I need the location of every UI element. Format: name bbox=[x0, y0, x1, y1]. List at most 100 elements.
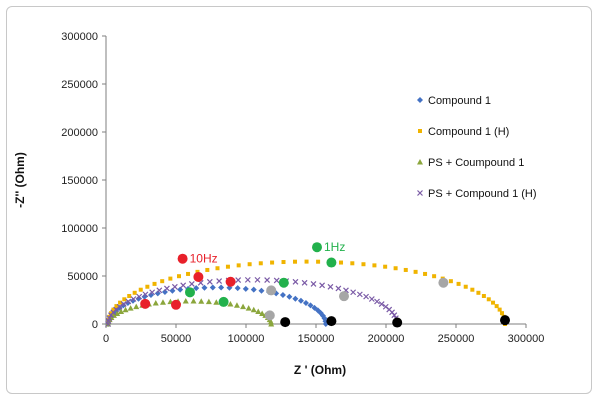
series-point bbox=[378, 301, 385, 308]
series-point bbox=[281, 260, 286, 265]
series-point bbox=[198, 298, 205, 304]
series-point bbox=[132, 290, 137, 295]
series-point bbox=[152, 300, 159, 306]
series-point bbox=[476, 290, 481, 295]
y-tick-label: 50000 bbox=[67, 271, 98, 283]
x-tick-label: 200000 bbox=[368, 333, 405, 345]
series-point bbox=[215, 266, 220, 271]
series-point bbox=[177, 286, 184, 293]
series-point bbox=[201, 284, 208, 291]
series-point bbox=[245, 305, 252, 311]
series-point bbox=[494, 304, 499, 309]
series-point bbox=[136, 293, 143, 300]
series-point bbox=[486, 297, 491, 302]
series-point bbox=[497, 307, 502, 312]
legend-label: PS + Compound 1 (H) bbox=[428, 188, 537, 200]
series-point bbox=[186, 271, 191, 276]
series-point bbox=[225, 264, 230, 269]
series-point bbox=[456, 281, 461, 286]
series-point bbox=[120, 301, 127, 308]
series-point bbox=[188, 281, 195, 287]
highlight-point bbox=[339, 291, 349, 302]
series-point bbox=[350, 261, 355, 266]
highlight-point bbox=[278, 277, 289, 288]
series-point bbox=[374, 298, 380, 305]
series-point bbox=[111, 307, 116, 312]
axes: 0 50000 100000 150000 200000 250000 300000 0 500… bbox=[61, 31, 544, 345]
series-point bbox=[218, 284, 225, 291]
series-point bbox=[168, 276, 173, 281]
series-point bbox=[106, 315, 113, 322]
y-tick-label: 150000 bbox=[61, 175, 98, 187]
x-axis-title: Z ' (Ohm) bbox=[294, 363, 346, 377]
legend-marker bbox=[417, 159, 423, 165]
series-point bbox=[361, 262, 366, 267]
series-point bbox=[118, 308, 125, 315]
series-point bbox=[234, 285, 241, 292]
series-point bbox=[124, 300, 131, 307]
series-point bbox=[149, 289, 156, 296]
series-point bbox=[176, 274, 181, 279]
series-point bbox=[302, 300, 309, 307]
series-point bbox=[255, 308, 262, 315]
series-3 bbox=[105, 297, 275, 327]
series-point bbox=[206, 278, 213, 285]
series-point bbox=[316, 259, 321, 264]
series-point bbox=[372, 263, 377, 268]
series-point bbox=[264, 277, 271, 283]
series-point bbox=[267, 318, 274, 325]
annotation-label: 10Hz bbox=[190, 252, 218, 266]
series-point bbox=[193, 285, 200, 292]
series-point bbox=[273, 277, 280, 284]
series-point bbox=[180, 282, 187, 289]
series-point bbox=[205, 267, 210, 272]
series-point bbox=[240, 303, 247, 310]
y-axis-title: -Z'' (Ohm) bbox=[13, 152, 27, 208]
series-point bbox=[304, 259, 309, 264]
y-tick-label: 250000 bbox=[61, 79, 98, 91]
series-point bbox=[279, 291, 286, 298]
series-1 bbox=[105, 284, 329, 327]
highlight-point bbox=[326, 316, 337, 327]
series-point bbox=[258, 287, 265, 294]
series-point bbox=[130, 296, 137, 302]
series-point bbox=[171, 283, 178, 290]
series-point bbox=[350, 289, 357, 296]
series-point bbox=[363, 293, 370, 300]
legend-marker bbox=[417, 97, 423, 103]
y-tick-label: 0 bbox=[92, 319, 98, 331]
series-point bbox=[114, 304, 119, 309]
legend-label: Compound 1 bbox=[428, 95, 491, 107]
series-point bbox=[356, 291, 363, 298]
series-point bbox=[403, 267, 408, 272]
series-point bbox=[152, 281, 157, 286]
highlight-group bbox=[140, 271, 236, 310]
y-tick-label: 200000 bbox=[61, 127, 98, 139]
series-point bbox=[335, 285, 342, 292]
highlight-points bbox=[140, 257, 510, 328]
series-point bbox=[307, 302, 314, 309]
highlight-point bbox=[264, 310, 275, 321]
series-point bbox=[205, 298, 212, 305]
y-tick-label: 300000 bbox=[61, 31, 98, 43]
series-point bbox=[125, 298, 132, 305]
highlight-group bbox=[264, 277, 449, 321]
series-point bbox=[268, 321, 275, 327]
series-point bbox=[209, 284, 216, 291]
highlight-point bbox=[438, 277, 449, 288]
series-point bbox=[235, 277, 242, 283]
series-point bbox=[448, 279, 453, 284]
series-point bbox=[383, 264, 388, 269]
series-point bbox=[259, 310, 266, 316]
series-point bbox=[481, 293, 486, 298]
series-point bbox=[368, 296, 375, 302]
series-point bbox=[297, 297, 304, 304]
series-point bbox=[258, 261, 263, 266]
series-point bbox=[190, 297, 197, 304]
series-point bbox=[156, 287, 163, 294]
legend: Compound 1 Compound 1 (H) PS + Coumpound 1… bbox=[417, 95, 537, 200]
legend-entry: Compound 1 bbox=[417, 95, 491, 107]
series-point bbox=[133, 303, 140, 310]
series-point bbox=[423, 271, 428, 276]
